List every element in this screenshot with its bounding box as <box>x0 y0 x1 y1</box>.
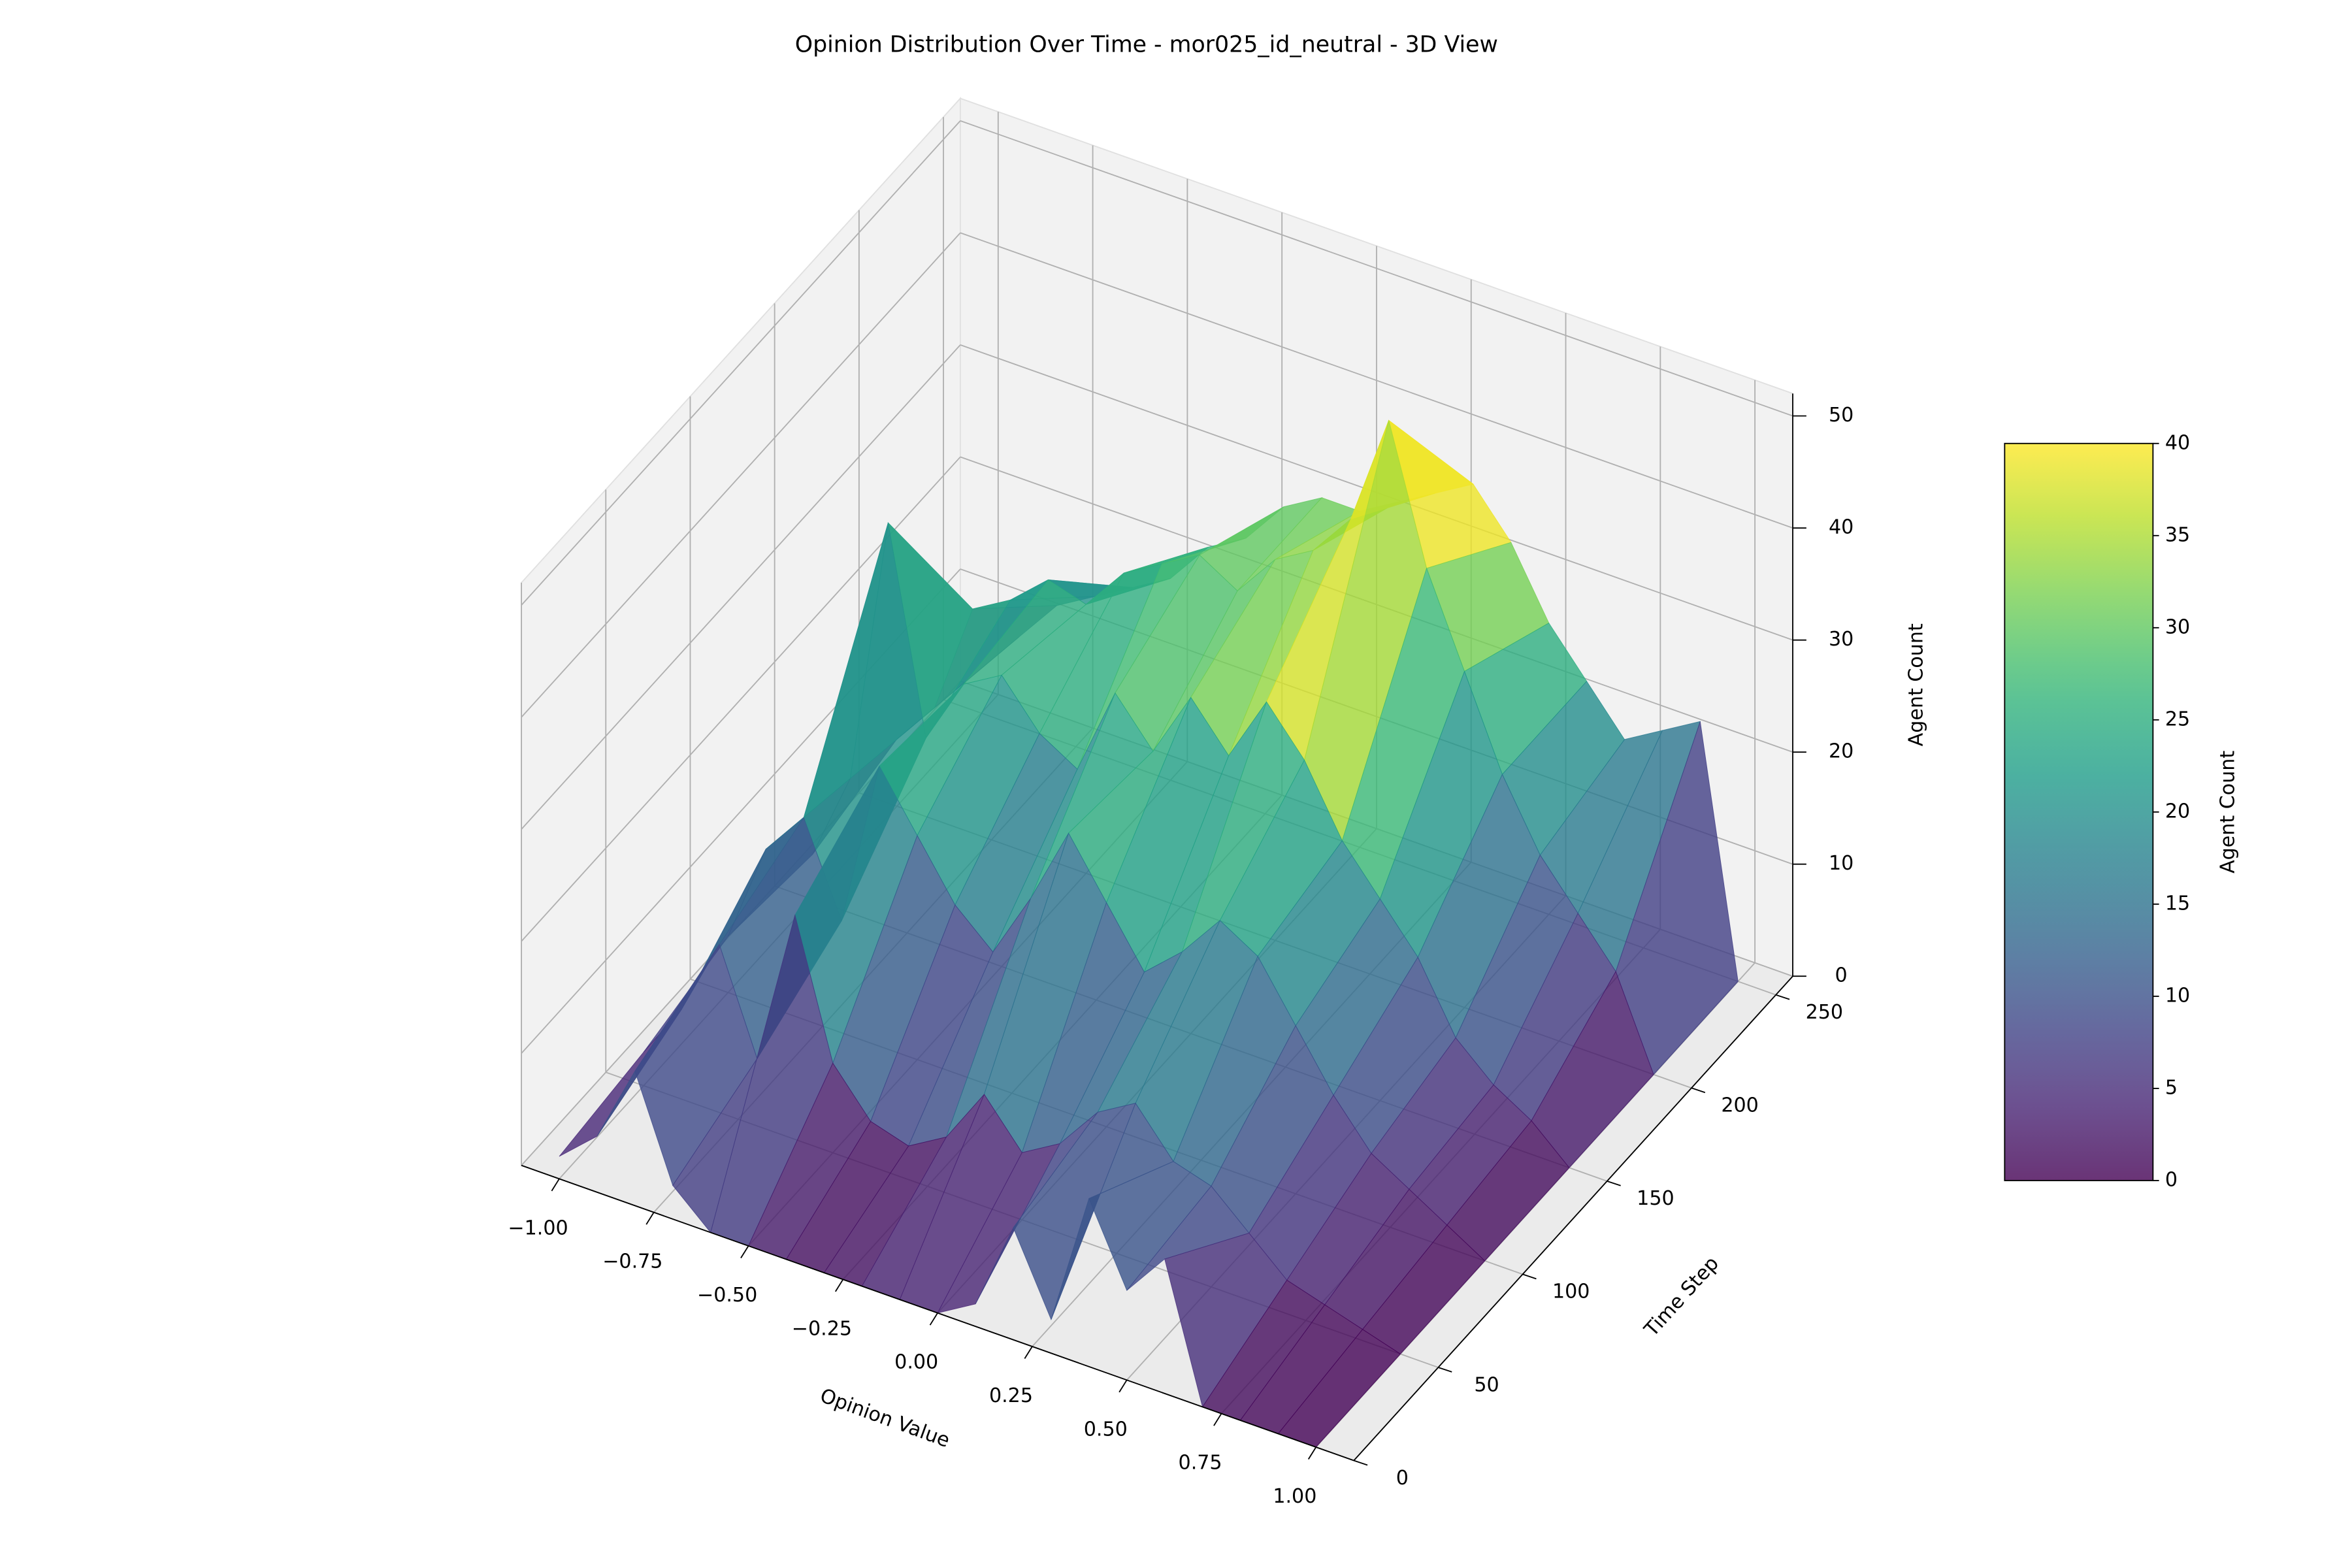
y-tick-label: 0 <box>1396 1467 1409 1490</box>
x-tick-label: −1.00 <box>508 1217 568 1239</box>
z-axis-label: Agent Count <box>1904 623 1927 746</box>
z-tick-label: 30 <box>1829 628 1854 651</box>
y-tick <box>1438 1367 1452 1373</box>
x-tick <box>740 1245 749 1259</box>
y-tick <box>1522 1273 1537 1280</box>
x-tick-label: −0.75 <box>602 1250 662 1273</box>
z-tick-label: 50 <box>1829 404 1854 427</box>
grid-line <box>521 232 961 718</box>
colorbar-tick-label: 20 <box>2165 800 2190 823</box>
x-tick-label: 1.00 <box>1273 1485 1316 1508</box>
x-axis-label: Opinion Value <box>817 1384 953 1452</box>
y-tick-label: 250 <box>1806 1001 1843 1024</box>
x-tick <box>1213 1413 1222 1426</box>
x-tick-label: −0.25 <box>792 1317 852 1340</box>
grid-line <box>960 232 1793 529</box>
y-tick <box>1353 1460 1368 1466</box>
x-tick <box>1307 1446 1317 1460</box>
colorbar: 0 5 10 15 20 25 30 35 40 Agent Count <box>2004 431 2240 1191</box>
colorbar-gradient <box>2004 442 2154 1181</box>
x-tick <box>1024 1346 1033 1360</box>
colorbar-tick-label: 30 <box>2165 615 2190 638</box>
grid-line <box>960 120 1793 417</box>
y-tick-label: 50 <box>1474 1373 1499 1396</box>
colorbar-tick-label: 0 <box>2165 1168 2178 1191</box>
axis-line <box>1353 975 1793 1462</box>
x-tick-label: −0.50 <box>697 1284 757 1307</box>
x-tick-label: 0.50 <box>1084 1418 1128 1441</box>
x-tick <box>834 1279 844 1292</box>
colorbar-tick-label: 15 <box>2165 892 2190 915</box>
y-tick <box>1691 1087 1706 1094</box>
colorbar-tick-label: 25 <box>2165 708 2190 730</box>
x-tick-label: 0.00 <box>894 1351 938 1374</box>
colorbar-tick-label: 35 <box>2165 523 2190 546</box>
x-tick <box>645 1212 655 1225</box>
z-tick-label: 40 <box>1829 516 1854 539</box>
y-tick-label: 150 <box>1637 1187 1674 1210</box>
y-tick <box>1775 994 1790 1000</box>
colorbar-tick-label: 10 <box>2165 984 2190 1007</box>
grid-line <box>521 344 961 830</box>
x-tick <box>929 1313 938 1326</box>
y-tick-label: 100 <box>1552 1281 1590 1303</box>
surface <box>559 419 1739 1448</box>
axes: −1.00 −0.75 −0.50 −0.25 0.00 0.25 0.50 0.75 1.00… <box>508 393 1927 1508</box>
x-tick <box>551 1178 560 1192</box>
z-tick-label: 20 <box>1829 740 1854 763</box>
grid-line <box>521 120 961 606</box>
z-tick-label: 10 <box>1829 852 1854 875</box>
colorbar-tick-label: 5 <box>2165 1076 2178 1099</box>
x-tick-label: 0.25 <box>989 1384 1033 1407</box>
x-tick-label: 0.75 <box>1179 1452 1222 1475</box>
chart-title: Opinion Distribution Over Time - mor025_… <box>795 31 1498 57</box>
axis-line <box>521 1164 1354 1462</box>
y-tick-label: 200 <box>1721 1094 1758 1117</box>
z-tick-label: 0 <box>1835 964 1848 987</box>
x-tick <box>1119 1379 1128 1393</box>
colorbar-tick-label: 40 <box>2165 431 2190 454</box>
colorbar-label: Agent Count <box>2217 751 2240 874</box>
y-axis-label: Time Step <box>1640 1252 1723 1342</box>
y-tick <box>1607 1180 1621 1186</box>
